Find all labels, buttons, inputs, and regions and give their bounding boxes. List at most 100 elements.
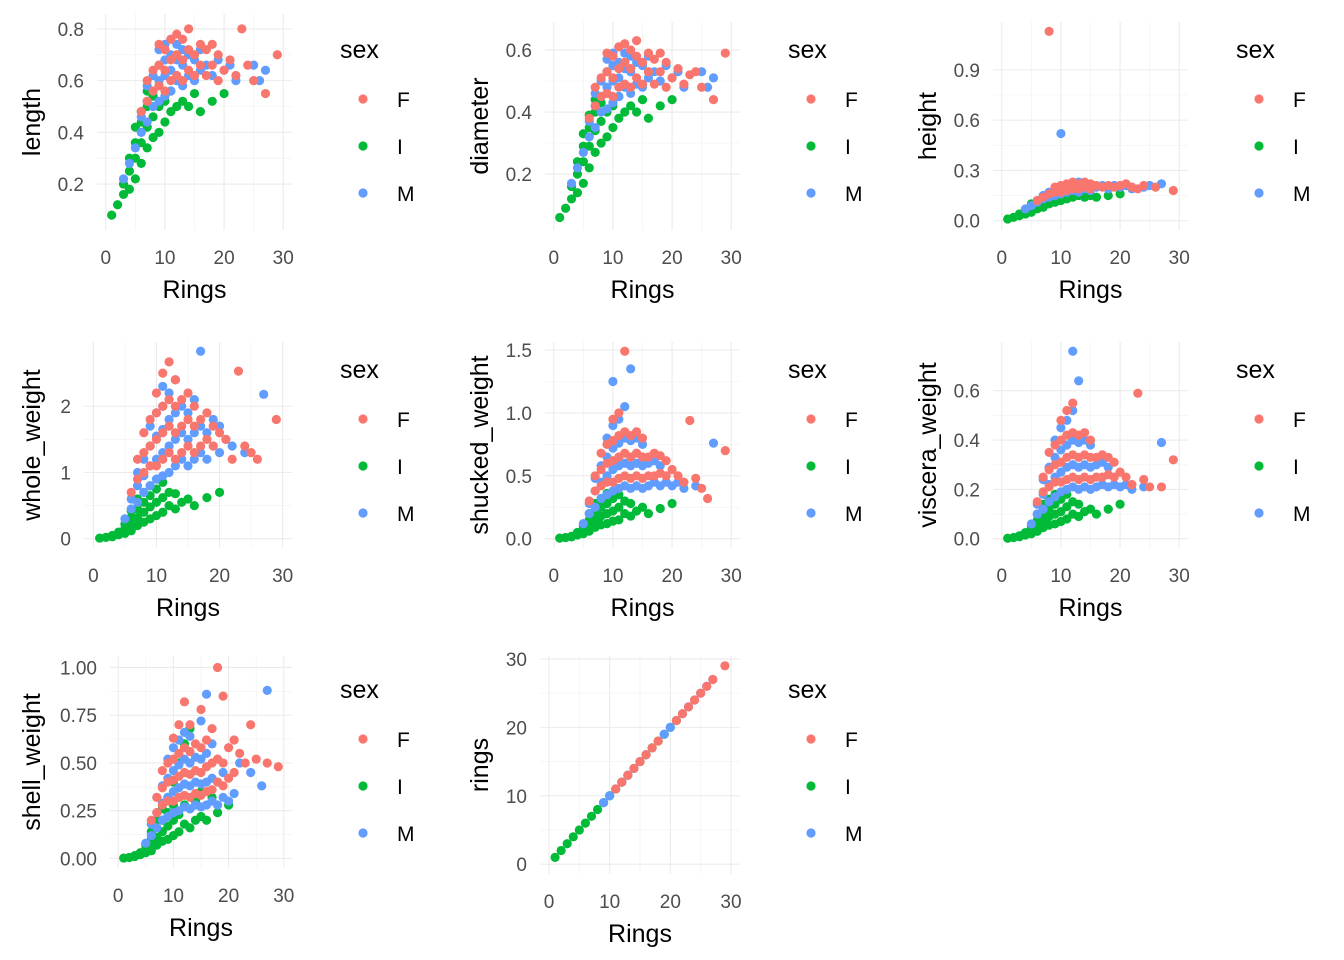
point-M bbox=[566, 178, 577, 189]
point-F bbox=[708, 674, 718, 685]
point-F bbox=[720, 446, 730, 456]
point-F bbox=[201, 70, 211, 81]
point-I bbox=[620, 107, 630, 117]
legend-label-I: I bbox=[845, 776, 851, 799]
point-M bbox=[164, 414, 174, 425]
point-F bbox=[221, 434, 231, 444]
point-F bbox=[661, 471, 671, 481]
x-tick-label: 10 bbox=[154, 248, 175, 269]
point-F bbox=[590, 471, 600, 481]
point-M bbox=[584, 508, 594, 519]
point-M bbox=[158, 381, 168, 391]
point-F bbox=[673, 471, 683, 481]
point-F bbox=[655, 67, 665, 77]
point-I bbox=[596, 138, 606, 148]
point-F bbox=[271, 414, 281, 425]
x-tick-label: 30 bbox=[721, 566, 742, 587]
point-F bbox=[643, 48, 654, 58]
point-I bbox=[160, 117, 170, 127]
legend-key-M bbox=[1254, 188, 1264, 198]
point-I bbox=[1091, 509, 1102, 519]
point-F bbox=[620, 39, 630, 49]
point-F bbox=[152, 808, 162, 818]
point-I bbox=[189, 501, 199, 511]
point-F bbox=[146, 815, 156, 825]
point-I bbox=[568, 832, 578, 842]
point-F bbox=[272, 50, 282, 60]
point-I bbox=[174, 827, 184, 837]
point-F bbox=[661, 57, 671, 67]
point-F bbox=[212, 662, 223, 673]
point-F bbox=[685, 415, 695, 426]
point-M bbox=[578, 519, 588, 529]
point-M bbox=[189, 428, 199, 438]
point-F bbox=[195, 60, 206, 70]
point-F bbox=[145, 461, 155, 471]
panel-length: 0 10 20 30 0.2 0.4 0.6 0.8 Rings length sex F I M bbox=[18, 14, 415, 304]
point-M bbox=[183, 461, 193, 471]
point-M bbox=[605, 791, 615, 801]
legend-label-I: I bbox=[1293, 136, 1299, 159]
point-F bbox=[148, 65, 158, 75]
point-M bbox=[145, 481, 155, 491]
point-I bbox=[202, 493, 212, 503]
legend-label-I: I bbox=[845, 136, 851, 159]
point-F bbox=[139, 448, 149, 458]
legend-key-F bbox=[358, 734, 368, 744]
y-tick-label: 0.4 bbox=[58, 123, 85, 144]
legend-label-I: I bbox=[845, 456, 851, 479]
x-tick-label: 20 bbox=[1110, 248, 1131, 269]
point-F bbox=[629, 763, 639, 774]
point-F bbox=[637, 57, 648, 67]
point-F bbox=[262, 758, 272, 768]
point-F bbox=[614, 408, 624, 418]
point-F bbox=[673, 63, 683, 74]
x-tick-label: 20 bbox=[218, 886, 239, 907]
point-M bbox=[257, 781, 267, 791]
y-tick-label: 0.8 bbox=[58, 20, 84, 41]
legend-key-M bbox=[358, 828, 368, 838]
point-F bbox=[1121, 472, 1131, 482]
y-axis-title: diameter bbox=[466, 77, 494, 174]
point-F bbox=[240, 758, 250, 768]
point-F bbox=[708, 95, 719, 105]
x-tick-label: 10 bbox=[1050, 566, 1071, 587]
point-I bbox=[614, 515, 624, 525]
point-M bbox=[158, 448, 168, 458]
point-F bbox=[214, 428, 225, 438]
point-M bbox=[174, 760, 184, 770]
point-F bbox=[174, 748, 184, 759]
point-I bbox=[195, 107, 206, 117]
legend-label-M: M bbox=[1293, 503, 1311, 526]
legend-key-F bbox=[358, 414, 368, 424]
point-F bbox=[584, 496, 594, 506]
point-M bbox=[202, 454, 212, 464]
point-F bbox=[158, 368, 168, 378]
point-F bbox=[237, 24, 247, 34]
point-F bbox=[177, 448, 187, 458]
point-M bbox=[164, 441, 174, 451]
point-F bbox=[178, 76, 188, 86]
point-F bbox=[1044, 26, 1054, 36]
point-M bbox=[218, 767, 228, 778]
legend-key-M bbox=[1254, 508, 1264, 518]
legend-title: sex bbox=[788, 356, 827, 384]
point-F bbox=[185, 720, 195, 730]
point-F bbox=[219, 65, 229, 75]
point-M bbox=[202, 428, 212, 438]
point-I bbox=[189, 88, 200, 99]
point-F bbox=[208, 421, 218, 431]
point-F bbox=[207, 723, 217, 734]
x-axis-title: Rings bbox=[608, 920, 672, 948]
y-tick-label: 1 bbox=[60, 463, 71, 484]
point-I bbox=[643, 508, 654, 519]
legend-label-M: M bbox=[845, 183, 863, 206]
x-tick-label: 20 bbox=[662, 248, 683, 269]
y-tick-label: 0.50 bbox=[60, 754, 97, 775]
point-I bbox=[148, 132, 158, 143]
point-F bbox=[614, 63, 624, 74]
legend-label-F: F bbox=[845, 89, 858, 112]
point-I bbox=[626, 101, 636, 111]
point-F bbox=[183, 24, 194, 34]
point-M bbox=[214, 421, 225, 431]
